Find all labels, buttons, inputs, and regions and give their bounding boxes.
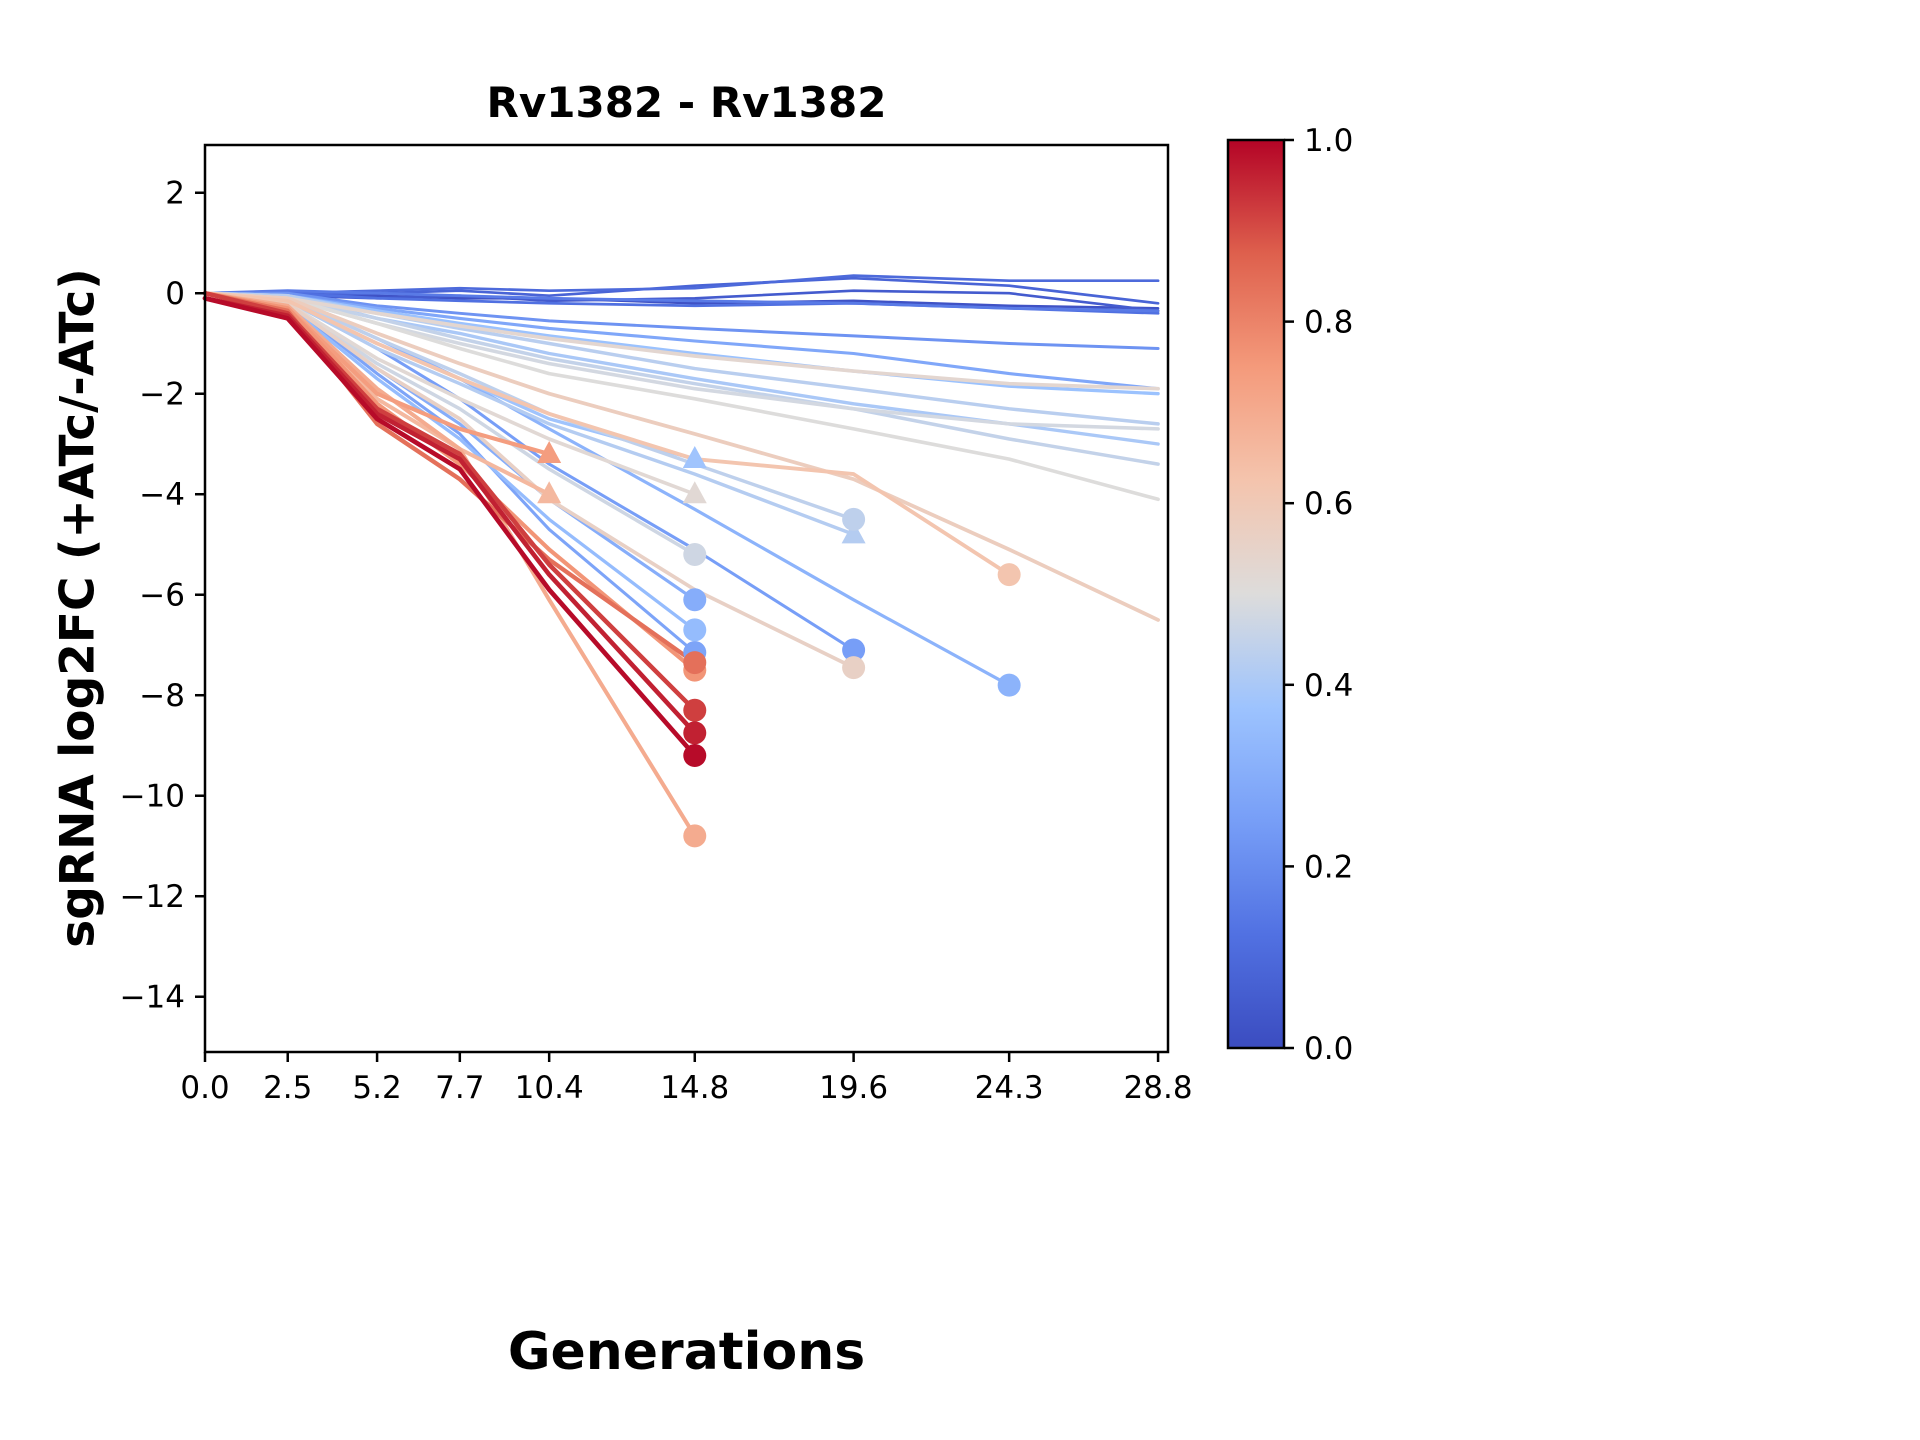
series-line <box>202 295 698 758</box>
y-tick-label: −8 <box>139 678 185 714</box>
series-marker-circle <box>842 656 866 680</box>
colorbar-tick-label: 1.0 <box>1304 123 1353 159</box>
series-line <box>203 291 1012 577</box>
series-line <box>203 289 1160 313</box>
series-marker-circle <box>683 618 707 642</box>
y-tick-label: −4 <box>139 477 185 513</box>
x-tick-label: 10.4 <box>515 1070 584 1106</box>
series-marker-circle <box>683 721 707 745</box>
series-marker-circle <box>683 651 707 675</box>
x-tick-label: 0.0 <box>180 1070 229 1106</box>
series-marker-circle <box>997 673 1021 697</box>
x-tick-label: 19.6 <box>819 1070 888 1106</box>
series-marker-circle <box>683 698 707 722</box>
x-tick-label: 28.8 <box>1124 1070 1193 1106</box>
y-tick-label: −12 <box>120 879 185 915</box>
series-marker-circle <box>683 824 707 848</box>
x-tick-label: 24.3 <box>975 1070 1044 1106</box>
colorbar-tick-label: 0.6 <box>1304 486 1353 522</box>
series-marker-circle <box>683 744 707 768</box>
y-axis-label: sgRNA log2FC (+ATc/-ATc) <box>50 268 106 948</box>
series-line <box>203 291 1160 622</box>
colorbar <box>1228 140 1284 1048</box>
series-marker-circle <box>997 563 1021 587</box>
series-marker-triangle <box>682 446 707 469</box>
series-marker-circle <box>842 638 866 662</box>
y-tick-label: 0 <box>165 276 185 312</box>
series-marker-triangle <box>841 521 866 544</box>
series-marker-triangle <box>682 481 707 504</box>
colorbar-tick-label: 0.4 <box>1304 668 1353 704</box>
y-tick-label: −14 <box>120 980 185 1016</box>
x-tick-label: 5.2 <box>352 1070 401 1106</box>
x-axis-label: Generations <box>507 1322 866 1382</box>
series-marker-triangle <box>537 481 562 504</box>
y-tick-label: −2 <box>139 377 185 413</box>
series-line <box>202 290 698 713</box>
x-tick-label: 7.7 <box>435 1070 484 1106</box>
axes-frame <box>203 143 1170 1054</box>
series-line <box>203 291 1160 391</box>
x-tick-label: 14.8 <box>660 1070 729 1106</box>
x-tick-label: 2.5 <box>263 1070 312 1106</box>
y-tick-label: −6 <box>139 578 185 614</box>
colorbar-tick-label: 0.0 <box>1304 1031 1353 1067</box>
colorbar-tick-label: 0.8 <box>1304 305 1353 341</box>
chart-title: Rv1382 - Rv1382 <box>486 78 887 127</box>
series-marker-circle <box>683 543 707 567</box>
y-tick-label: 2 <box>165 176 185 212</box>
series-marker-circle <box>842 507 866 531</box>
series-marker-circle <box>683 588 707 612</box>
y-tick-label: −10 <box>120 779 185 815</box>
series-line <box>203 291 1160 502</box>
colorbar-frame <box>1226 138 1286 1050</box>
colorbar-tick-label: 0.2 <box>1304 849 1353 885</box>
series-line <box>203 291 1160 350</box>
series-marker-triangle <box>537 441 562 464</box>
